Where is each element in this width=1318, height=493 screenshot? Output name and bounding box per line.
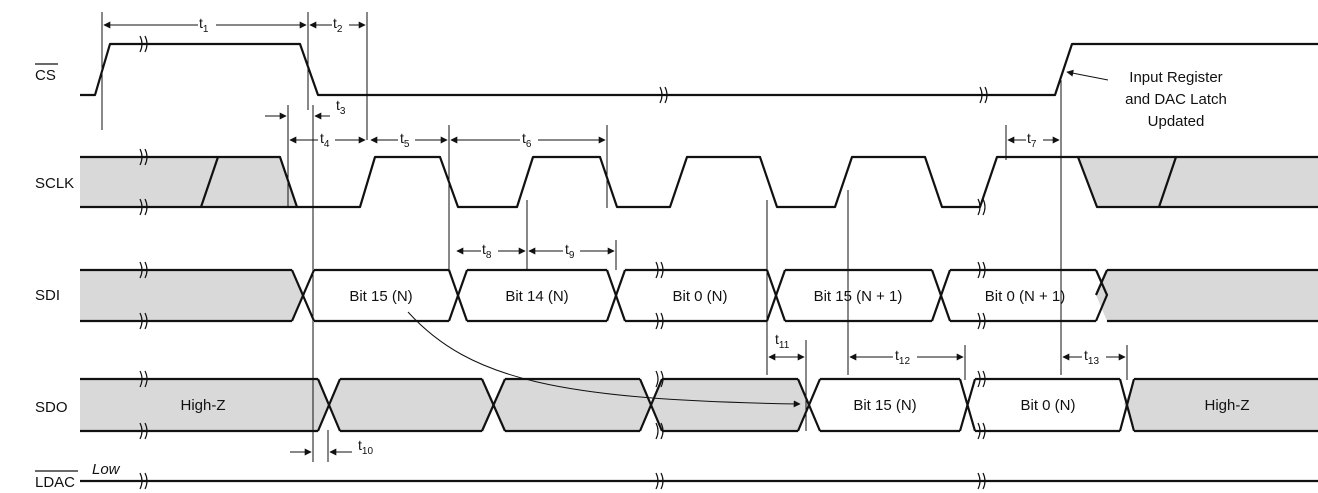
t1-label: t1 <box>199 15 209 35</box>
annotation-line-1: Input Register <box>1129 69 1222 86</box>
t7-label: t7 <box>1027 130 1037 150</box>
t4-label: t4 <box>320 130 330 150</box>
sdi-bit15-n: Bit 15 (N) <box>349 288 412 305</box>
latch-update-annotation: Input Register and DAC Latch Updated <box>1066 69 1227 130</box>
sdi-waveform: Bit 15 (N) Bit 14 (N) Bit 0 (N) Bit 15 (… <box>80 261 1318 330</box>
cs-signal-label: CS <box>35 67 56 84</box>
t3-label: t3 <box>336 97 346 117</box>
sclk-signal-label: SCLK <box>35 175 74 192</box>
sdo-highz-left: High-Z <box>180 397 225 414</box>
t10-label: t10 <box>358 437 373 457</box>
ldac-signal-label: LDAC <box>35 474 75 491</box>
data-propagation-arrow <box>407 311 801 408</box>
sdo-bit0-n: Bit 0 (N) <box>1020 397 1075 414</box>
sdi-bit15-n1: Bit 15 (N + 1) <box>814 288 903 305</box>
t2-label: t2 <box>333 15 343 35</box>
sdi-bit0-n1: Bit 0 (N + 1) <box>985 288 1065 305</box>
sdo-bit15-n: Bit 15 (N) <box>853 397 916 414</box>
t5-label: t5 <box>400 130 410 150</box>
reference-lines <box>101 12 1128 462</box>
sdi-signal-label: SDI <box>35 287 60 304</box>
annotation-line-3: Updated <box>1148 113 1205 130</box>
annotation-line-2: and DAC Latch <box>1125 91 1227 108</box>
signal-labels: CS SCLK SDI SDO LDAC <box>35 63 78 491</box>
ldac-waveform: Low <box>80 461 1318 490</box>
sclk-waveform <box>80 148 1318 216</box>
t8-label: t8 <box>482 241 492 261</box>
sdo-waveform: High-Z Bit 15 (N) Bit 0 (N) High-Z <box>80 370 1318 440</box>
t9-label: t9 <box>565 241 575 261</box>
ldac-low-label: Low <box>92 461 121 478</box>
t13-label: t13 <box>1084 347 1099 367</box>
sdo-signal-label: SDO <box>35 399 68 416</box>
sdi-bit0-n: Bit 0 (N) <box>672 288 727 305</box>
t6-label: t6 <box>522 130 532 150</box>
timing-markers: t1 t2 t3 t4 t5 t6 t7 t8 t9 <box>103 15 1126 457</box>
t11-label: t11 <box>775 331 790 351</box>
sdo-highz-right: High-Z <box>1204 397 1249 414</box>
t12-label: t12 <box>895 347 910 367</box>
sdi-bit14-n: Bit 14 (N) <box>505 288 568 305</box>
cs-waveform <box>80 35 1318 104</box>
